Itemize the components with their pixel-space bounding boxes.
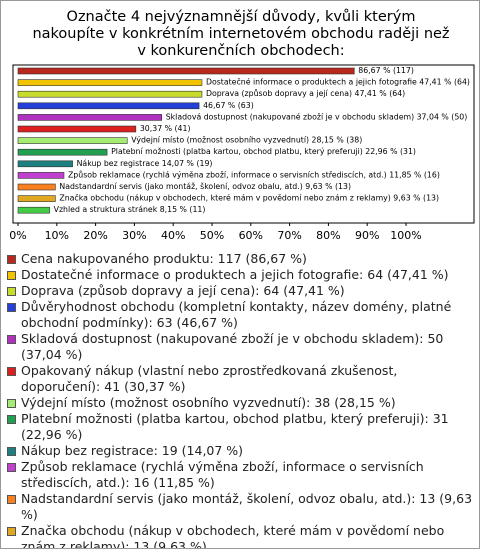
legend-item: Dostatečné informace o produktech a jeji… (7, 267, 473, 283)
legend-label: Dostatečné informace o produktech a jeji… (21, 267, 449, 282)
x-tick-label: 20% (83, 229, 107, 242)
plot-frame (12, 64, 475, 224)
legend-label: Způsob reklamace (rychlá výměna zboží, i… (21, 459, 424, 490)
legend-label: Výdejní místo (možnost osobního vyzvednu… (21, 395, 396, 410)
bar (17, 206, 50, 214)
legend-label: Značka obchodu (nákup v obchodech, které… (21, 523, 445, 549)
legend-swatch (7, 303, 16, 312)
legend-swatch (7, 287, 16, 296)
legend-swatch (7, 463, 16, 472)
bar (17, 183, 56, 191)
x-tick-label: 80% (316, 229, 340, 242)
bar (17, 114, 163, 121)
value-label: Dostatečné informace o produktech a jeji… (206, 78, 470, 87)
legend-swatch (7, 255, 16, 264)
x-tick-label: 30% (122, 229, 146, 242)
x-tick-label: 50% (200, 229, 224, 242)
legend-swatch (7, 447, 16, 456)
legend-label: Skladová dostupnost (nakupované zboží je… (21, 331, 444, 362)
legend-item: Cena nakupovaného produktu: 117 (86,67 %… (7, 251, 473, 267)
value-label: Nákup bez registrace 14,07 % (19) (77, 159, 213, 168)
bar (17, 102, 200, 110)
legend-swatch (7, 335, 16, 344)
legend-label: Platební možnosti (platba kartou, obchod… (21, 411, 449, 442)
chart: 86,67 % (117) Dostatečné informace o prod… (9, 64, 475, 242)
bar (17, 195, 56, 202)
bar (17, 148, 108, 156)
x-tick-label: 70% (277, 229, 301, 242)
x-tick-label: 60% (239, 229, 263, 242)
value-label: Výdejní místo (možnost osobního vyzvednu… (131, 136, 362, 145)
legend-item: Nadstandardní servis (jako montáž, škole… (7, 491, 473, 523)
value-label: Značka obchodu (nákup v obchodech, které… (59, 194, 439, 203)
value-label: Skladová dostupnost (nakupované zboží je… (166, 112, 468, 121)
legend-label: Nadstandardní servis (jako montáž, škole… (21, 491, 473, 522)
legend-swatch (7, 271, 16, 280)
legend-swatch (7, 399, 16, 408)
legend-swatch (7, 415, 16, 424)
x-tick-label: 40% (161, 229, 185, 242)
legend-item: Doprava (způsob dopravy a její cena): 64… (7, 283, 473, 299)
value-label: 46,67 % (63) (203, 101, 254, 110)
bar (17, 137, 128, 144)
legend-label: Nákup bez registrace: 19 (14,07 %) (21, 443, 244, 458)
bar (17, 90, 203, 98)
legend-label: Důvěryhodnost obchodu (kompletní kontakt… (21, 299, 452, 330)
legend-item: Důvěryhodnost obchodu (kompletní kontakt… (7, 299, 473, 331)
chart-title: Označte 4 nejvýznamnější důvody, kvůli k… (32, 9, 450, 59)
bar (17, 67, 355, 75)
value-label: Platební možnosti (platba kartou, obchod… (111, 147, 416, 156)
bar (17, 160, 73, 168)
bar (17, 79, 203, 86)
legend-label: Opakovaný nákup (vlastní nebo zprostředk… (21, 363, 398, 394)
legend-label: Cena nakupovaného produktu: 117 (86,67 %… (21, 251, 307, 266)
value-label: Způsob reklamace (rychlá výměna zboží, i… (68, 170, 440, 179)
value-label: Doprava (způsob dopravy a její cena) 47,… (206, 89, 405, 98)
value-label: 30,37 % (41) (140, 124, 191, 133)
legend-swatch (7, 527, 16, 536)
legend-swatch (7, 495, 16, 504)
value-label: Vzhled a struktura stránek 8,15 % (11) (54, 205, 206, 214)
legend-swatch (7, 367, 16, 376)
legend-item: Nákup bez registrace: 19 (14,07 %) (7, 443, 473, 459)
legend-item: Platební možnosti (platba kartou, obchod… (7, 411, 473, 443)
bar (17, 125, 137, 133)
value-label: Nadstandardní servis (jako montáž, škole… (59, 182, 351, 191)
x-tick-label: 90% (355, 229, 379, 242)
x-tick-label: 0% (9, 229, 26, 242)
bar (17, 172, 65, 179)
legend-item: Značka obchodu (nákup v obchodech, které… (7, 523, 473, 549)
legend-label: Doprava (způsob dopravy a její cena): 64… (21, 283, 345, 298)
legend-item: Skladová dostupnost (nakupované zboží je… (7, 331, 473, 363)
legend-item: Výdejní místo (možnost osobního vyzvednu… (7, 395, 473, 411)
legend-item: Způsob reklamace (rychlá výměna zboží, i… (7, 459, 473, 491)
x-tick-label: 100% (390, 229, 421, 242)
legend-item: Opakovaný nákup (vlastní nebo zprostředk… (7, 363, 473, 395)
value-label: 86,67 % (117) (358, 66, 414, 75)
legend: Cena nakupovaného produktu: 117 (86,67 %… (7, 251, 473, 549)
x-tick-label: 10% (45, 229, 69, 242)
